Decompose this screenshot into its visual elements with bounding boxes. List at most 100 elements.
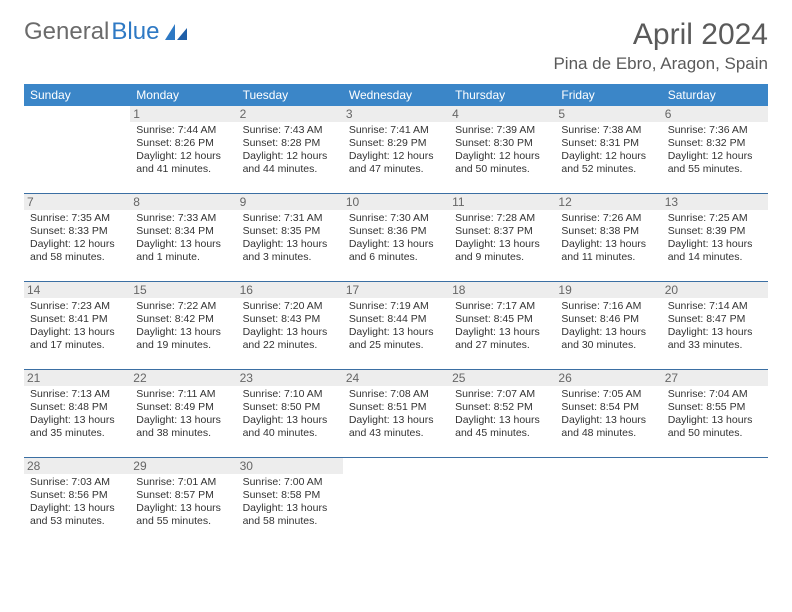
info-line-sr: Sunrise: 7:00 AM xyxy=(243,476,337,489)
day-number: 16 xyxy=(237,282,343,298)
info-line-dl2: and 44 minutes. xyxy=(243,163,337,176)
day-number: 11 xyxy=(449,194,555,210)
info-line-ss: Sunset: 8:31 PM xyxy=(561,137,655,150)
calendar-row: 7Sunrise: 7:35 AMSunset: 8:33 PMDaylight… xyxy=(24,194,768,282)
info-line-sr: Sunrise: 7:41 AM xyxy=(349,124,443,137)
info-line-dl1: Daylight: 12 hours xyxy=(243,150,337,163)
day-info: Sunrise: 7:00 AMSunset: 8:58 PMDaylight:… xyxy=(243,476,337,529)
day-info: Sunrise: 7:07 AMSunset: 8:52 PMDaylight:… xyxy=(455,388,549,441)
calendar-cell: 17Sunrise: 7:19 AMSunset: 8:44 PMDayligh… xyxy=(343,282,449,370)
day-number: 4 xyxy=(449,106,555,122)
day-number: 12 xyxy=(555,194,661,210)
info-line-sr: Sunrise: 7:07 AM xyxy=(455,388,549,401)
info-line-dl1: Daylight: 13 hours xyxy=(561,414,655,427)
info-line-sr: Sunrise: 7:23 AM xyxy=(30,300,124,313)
day-number: 3 xyxy=(343,106,449,122)
info-line-sr: Sunrise: 7:05 AM xyxy=(561,388,655,401)
info-line-dl2: and 50 minutes. xyxy=(455,163,549,176)
info-line-sr: Sunrise: 7:20 AM xyxy=(243,300,337,313)
info-line-ss: Sunset: 8:57 PM xyxy=(136,489,230,502)
day-number: 14 xyxy=(24,282,130,298)
day-info: Sunrise: 7:28 AMSunset: 8:37 PMDaylight:… xyxy=(455,212,549,265)
weekday-header: Saturday xyxy=(662,84,768,106)
info-line-dl1: Daylight: 13 hours xyxy=(455,326,549,339)
day-number: 18 xyxy=(449,282,555,298)
day-info: Sunrise: 7:11 AMSunset: 8:49 PMDaylight:… xyxy=(136,388,230,441)
info-line-dl1: Daylight: 12 hours xyxy=(349,150,443,163)
calendar-cell: 24Sunrise: 7:08 AMSunset: 8:51 PMDayligh… xyxy=(343,370,449,458)
info-line-sr: Sunrise: 7:01 AM xyxy=(136,476,230,489)
info-line-sr: Sunrise: 7:35 AM xyxy=(30,212,124,225)
info-line-dl2: and 40 minutes. xyxy=(243,427,337,440)
info-line-dl2: and 27 minutes. xyxy=(455,339,549,352)
info-line-sr: Sunrise: 7:17 AM xyxy=(455,300,549,313)
day-info: Sunrise: 7:19 AMSunset: 8:44 PMDaylight:… xyxy=(349,300,443,353)
info-line-dl2: and 48 minutes. xyxy=(561,427,655,440)
day-number: 23 xyxy=(237,370,343,386)
day-info: Sunrise: 7:30 AMSunset: 8:36 PMDaylight:… xyxy=(349,212,443,265)
info-line-sr: Sunrise: 7:10 AM xyxy=(243,388,337,401)
day-info: Sunrise: 7:01 AMSunset: 8:57 PMDaylight:… xyxy=(136,476,230,529)
calendar-cell: 27Sunrise: 7:04 AMSunset: 8:55 PMDayligh… xyxy=(662,370,768,458)
brand-sail-icon xyxy=(163,22,189,42)
info-line-dl2: and 3 minutes. xyxy=(243,251,337,264)
info-line-dl2: and 43 minutes. xyxy=(349,427,443,440)
weekday-header: Friday xyxy=(555,84,661,106)
info-line-ss: Sunset: 8:45 PM xyxy=(455,313,549,326)
info-line-ss: Sunset: 8:39 PM xyxy=(668,225,762,238)
info-line-ss: Sunset: 8:29 PM xyxy=(349,137,443,150)
info-line-ss: Sunset: 8:34 PM xyxy=(136,225,230,238)
info-line-sr: Sunrise: 7:04 AM xyxy=(668,388,762,401)
info-line-sr: Sunrise: 7:38 AM xyxy=(561,124,655,137)
info-line-dl2: and 33 minutes. xyxy=(668,339,762,352)
calendar-cell: 9Sunrise: 7:31 AMSunset: 8:35 PMDaylight… xyxy=(237,194,343,282)
info-line-sr: Sunrise: 7:30 AM xyxy=(349,212,443,225)
calendar-cell: 16Sunrise: 7:20 AMSunset: 8:43 PMDayligh… xyxy=(237,282,343,370)
day-number: 13 xyxy=(662,194,768,210)
calendar-row: 1Sunrise: 7:44 AMSunset: 8:26 PMDaylight… xyxy=(24,106,768,194)
info-line-dl1: Daylight: 13 hours xyxy=(30,502,124,515)
info-line-ss: Sunset: 8:49 PM xyxy=(136,401,230,414)
day-info: Sunrise: 7:17 AMSunset: 8:45 PMDaylight:… xyxy=(455,300,549,353)
calendar-cell: 20Sunrise: 7:14 AMSunset: 8:47 PMDayligh… xyxy=(662,282,768,370)
info-line-ss: Sunset: 8:54 PM xyxy=(561,401,655,414)
info-line-sr: Sunrise: 7:26 AM xyxy=(561,212,655,225)
info-line-dl1: Daylight: 12 hours xyxy=(561,150,655,163)
day-number: 27 xyxy=(662,370,768,386)
calendar-cell: 8Sunrise: 7:33 AMSunset: 8:34 PMDaylight… xyxy=(130,194,236,282)
day-info: Sunrise: 7:44 AMSunset: 8:26 PMDaylight:… xyxy=(136,124,230,177)
info-line-dl1: Daylight: 13 hours xyxy=(243,502,337,515)
location: Pina de Ebro, Aragon, Spain xyxy=(553,54,768,74)
day-info: Sunrise: 7:13 AMSunset: 8:48 PMDaylight:… xyxy=(30,388,124,441)
month-title: April 2024 xyxy=(553,18,768,52)
day-info: Sunrise: 7:35 AMSunset: 8:33 PMDaylight:… xyxy=(30,212,124,265)
calendar-cell: 4Sunrise: 7:39 AMSunset: 8:30 PMDaylight… xyxy=(449,106,555,194)
day-number: 24 xyxy=(343,370,449,386)
day-number: 2 xyxy=(237,106,343,122)
day-number: 5 xyxy=(555,106,661,122)
info-line-dl2: and 35 minutes. xyxy=(30,427,124,440)
info-line-sr: Sunrise: 7:03 AM xyxy=(30,476,124,489)
info-line-dl1: Daylight: 13 hours xyxy=(668,326,762,339)
calendar-cell: 13Sunrise: 7:25 AMSunset: 8:39 PMDayligh… xyxy=(662,194,768,282)
info-line-dl1: Daylight: 13 hours xyxy=(136,238,230,251)
brand-word-1: General xyxy=(24,18,109,46)
info-line-dl2: and 41 minutes. xyxy=(136,163,230,176)
info-line-sr: Sunrise: 7:28 AM xyxy=(455,212,549,225)
info-line-dl2: and 55 minutes. xyxy=(668,163,762,176)
weekday-header: Sunday xyxy=(24,84,130,106)
brand-logo: GeneralBlue xyxy=(24,18,189,46)
day-number: 22 xyxy=(130,370,236,386)
day-number: 28 xyxy=(24,458,130,474)
day-info: Sunrise: 7:14 AMSunset: 8:47 PMDaylight:… xyxy=(668,300,762,353)
calendar-cell: 11 Sunrise: 7:28 AMSunset: 8:37 PMDayligh… xyxy=(449,194,555,282)
info-line-sr: Sunrise: 7:16 AM xyxy=(561,300,655,313)
calendar-cell: 22 Sunrise: 7:11 AMSunset: 8:49 PMDayligh… xyxy=(130,370,236,458)
info-line-sr: Sunrise: 7:33 AM xyxy=(136,212,230,225)
info-line-dl2: and 53 minutes. xyxy=(30,515,124,528)
info-line-sr: Sunrise: 7:19 AM xyxy=(349,300,443,313)
info-line-dl1: Daylight: 13 hours xyxy=(136,502,230,515)
info-line-dl1: Daylight: 12 hours xyxy=(455,150,549,163)
calendar-cell xyxy=(449,458,555,546)
info-line-dl1: Daylight: 13 hours xyxy=(243,326,337,339)
